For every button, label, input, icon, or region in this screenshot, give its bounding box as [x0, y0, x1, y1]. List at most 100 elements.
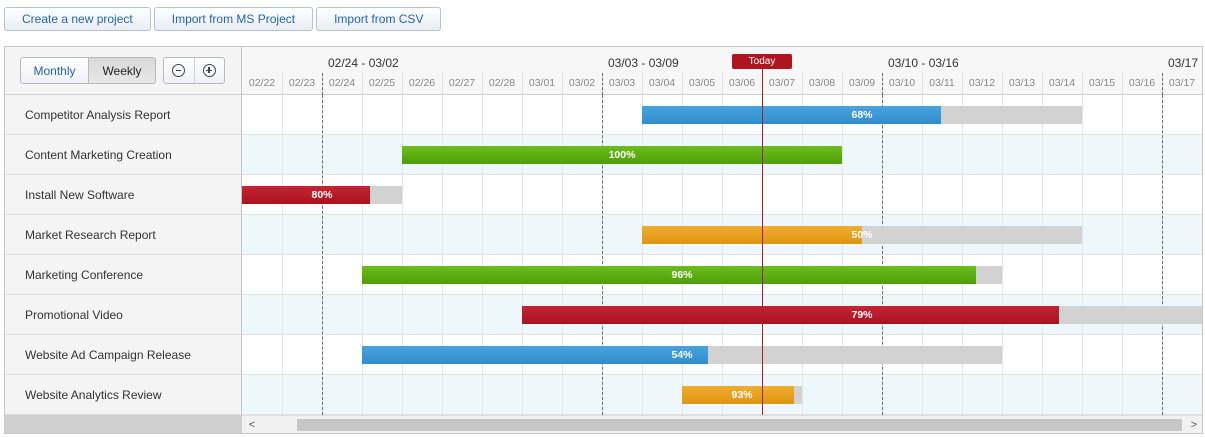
day-label: 03/12: [968, 77, 996, 89]
scrollbar-track[interactable]: < >: [242, 415, 1202, 433]
day-label: 03/07: [768, 77, 796, 89]
import-csv-button[interactable]: Import from CSV: [316, 7, 442, 31]
day-gridline: [522, 95, 523, 415]
task-progress-fill: [642, 106, 941, 124]
week-label: 03/10 - 03/16: [888, 56, 959, 70]
day-label: 03/17: [1168, 77, 1196, 89]
scroll-right-arrow-icon[interactable]: >: [1190, 419, 1198, 431]
timeline-chart: 02/24 - 03/02 03/03 - 03/09 03/10 - 03/16 0…: [242, 47, 1202, 415]
zoom-out-button[interactable]: [164, 58, 194, 83]
day-label: 02/26: [408, 77, 436, 89]
timeline-header: 02/24 - 03/02 03/03 - 03/09 03/10 - 03/16 0…: [242, 47, 1202, 95]
day-divider: [1002, 73, 1003, 95]
day-label: 03/09: [848, 77, 876, 89]
week-divider: [322, 73, 323, 95]
day-gridline: [362, 95, 363, 415]
zoom-out-icon: [172, 64, 186, 77]
week-divider: [882, 73, 883, 95]
day-divider: [962, 73, 963, 95]
zoom-controls: [163, 57, 225, 84]
task-name-row[interactable]: Marketing Conference: [5, 255, 241, 295]
task-progress-label: 93%: [731, 389, 753, 401]
task-bar[interactable]: 68%: [642, 106, 1082, 124]
task-bar[interactable]: 100%: [402, 146, 842, 164]
day-label: 03/10: [888, 77, 916, 89]
task-progress-fill: [522, 306, 1059, 324]
task-list-header: Monthly Weekly: [5, 47, 241, 95]
task-progress-label: 100%: [608, 149, 636, 161]
day-label: 02/23: [288, 77, 316, 89]
day-divider: [802, 73, 803, 95]
day-label: 03/02: [568, 77, 596, 89]
day-gridline: [962, 95, 963, 415]
day-divider: [1082, 73, 1083, 95]
task-progress-label: 50%: [851, 229, 873, 241]
task-progress-fill: [362, 346, 708, 364]
day-divider: [402, 73, 403, 95]
day-divider: [1042, 73, 1043, 95]
day-divider: [642, 73, 643, 95]
day-label: 03/14: [1048, 77, 1076, 89]
task-name-row[interactable]: Market Research Report: [5, 215, 241, 255]
task-progress-label: 80%: [311, 189, 333, 201]
task-name-row[interactable]: Promotional Video: [5, 295, 241, 335]
day-divider: [842, 73, 843, 95]
task-bar[interactable]: 80%: [242, 186, 402, 204]
scrollbar-thumb[interactable]: [297, 419, 1182, 431]
day-divider: [682, 73, 683, 95]
task-name-row[interactable]: Website Analytics Review: [5, 375, 241, 415]
day-gridline: [722, 95, 723, 415]
day-gridline: [562, 95, 563, 415]
day-gridline: [282, 95, 283, 415]
task-progress-fill: [642, 226, 862, 244]
task-bar[interactable]: 50%: [642, 226, 1082, 244]
day-gridline: [442, 95, 443, 415]
week-label: 02/24 - 03/02: [328, 56, 399, 70]
day-label: 03/08: [808, 77, 836, 89]
timeline-body: 68% 100% 80% 50% 96% 79% 54% 93%: [242, 95, 1202, 415]
weekly-view-button[interactable]: Weekly: [88, 58, 155, 83]
week-gridline: [322, 95, 323, 415]
task-name-row[interactable]: Content Marketing Creation: [5, 135, 241, 175]
day-divider: [362, 73, 363, 95]
create-project-button[interactable]: Create a new project: [4, 7, 151, 31]
week-label: 03/03 - 03/09: [608, 56, 679, 70]
day-divider: [522, 73, 523, 95]
day-label: 03/01: [528, 77, 556, 89]
day-label: 03/03: [608, 77, 636, 89]
day-gridline: [482, 95, 483, 415]
task-bar[interactable]: 54%: [362, 346, 1002, 364]
gantt-chart: Monthly Weekly Competitor Analysis Repor…: [4, 46, 1203, 434]
task-progress-fill: [682, 386, 794, 404]
monthly-view-button[interactable]: Monthly: [21, 58, 88, 83]
task-progress-label: 68%: [851, 109, 873, 121]
today-marker-line: [762, 67, 763, 415]
today-marker-badge: Today: [732, 54, 792, 69]
task-bar[interactable]: 93%: [682, 386, 802, 404]
import-ms-project-button[interactable]: Import from MS Project: [153, 7, 314, 31]
day-label: 02/25: [368, 77, 396, 89]
day-label: 02/24: [328, 77, 356, 89]
task-name-row[interactable]: Website Ad Campaign Release: [5, 335, 241, 375]
day-label: 03/04: [648, 77, 676, 89]
scroll-left-arrow-icon[interactable]: <: [248, 419, 256, 431]
task-bar[interactable]: 96%: [362, 266, 1002, 284]
week-label: 03/17: [1168, 56, 1199, 70]
day-label: 03/16: [1128, 77, 1156, 89]
day-divider: [562, 73, 563, 95]
task-list-pane: Monthly Weekly Competitor Analysis Repor…: [5, 47, 242, 415]
day-gridline: [682, 95, 683, 415]
day-gridline: [802, 95, 803, 415]
day-label: 03/11: [929, 77, 955, 89]
day-label: 03/06: [728, 77, 756, 89]
day-gridline: [1002, 95, 1003, 415]
day-label: 02/28: [488, 77, 516, 89]
zoom-in-button[interactable]: [193, 58, 225, 83]
day-gridline: [402, 95, 403, 415]
task-progress-fill: [242, 186, 370, 204]
task-name-row[interactable]: Install New Software: [5, 175, 241, 215]
task-bar[interactable]: 79%: [522, 306, 1202, 324]
zoom-in-icon: [202, 64, 216, 77]
day-gridline: [1122, 95, 1123, 415]
task-name-row[interactable]: Competitor Analysis Report: [5, 95, 241, 135]
